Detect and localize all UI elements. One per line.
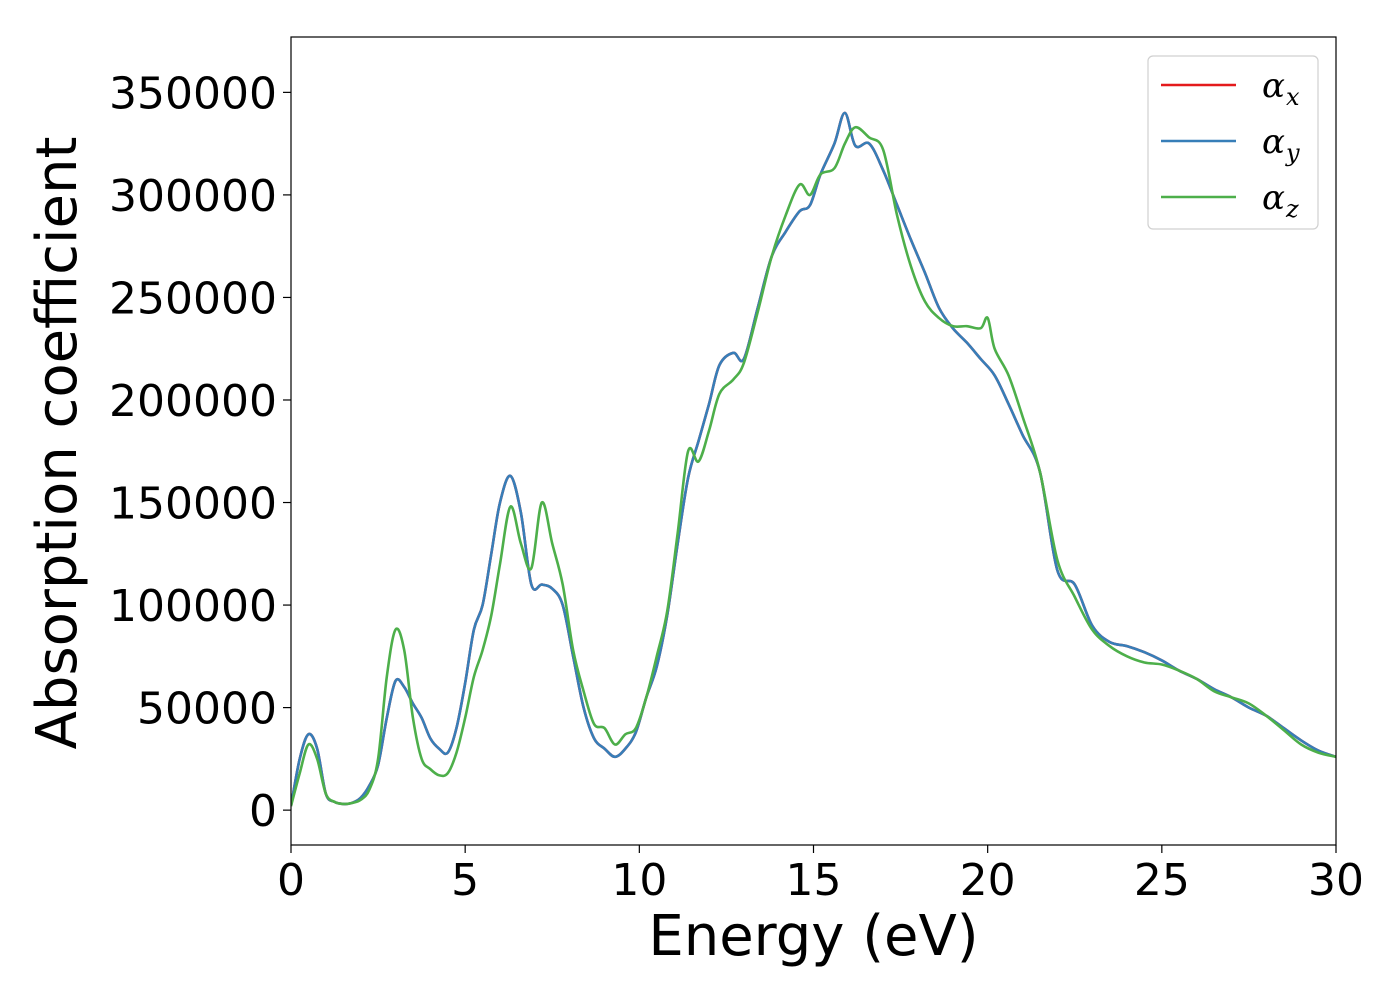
series-line-z	[291, 125, 1336, 807]
y-tick-label: 200000	[109, 376, 277, 427]
legend-label-x: αx	[1262, 66, 1300, 111]
legend-box	[1147, 55, 1319, 230]
y-tick-label: 100000	[109, 581, 277, 632]
y-tick-label: 0	[249, 786, 277, 837]
x-tick-label: 20	[960, 855, 1016, 906]
series-line-y	[291, 111, 1336, 807]
x-axis-ticks: 0 5 10 15 20 25 30	[277, 845, 1364, 906]
legend-label-y: αy	[1262, 122, 1300, 167]
x-tick-label: 0	[277, 855, 305, 906]
x-tick-label: 10	[611, 855, 667, 906]
y-tick-label: 50000	[137, 684, 277, 735]
x-tick-label: 25	[1134, 855, 1190, 906]
y-tick-label: 250000	[109, 273, 277, 324]
x-tick-label: 30	[1308, 855, 1364, 906]
y-tick-label: 150000	[109, 479, 277, 530]
x-tick-label: 5	[451, 855, 479, 906]
x-axis-title: Energy (eV)	[648, 904, 978, 969]
legend-label-z: αz	[1262, 178, 1299, 223]
y-axis-title: Absorption coefficient	[25, 137, 90, 750]
y-axis-ticks: 0 50000 100000 150000 200000 250000 300000 3500…	[109, 68, 291, 837]
x-tick-label: 15	[786, 855, 842, 906]
y-tick-label: 300000	[109, 171, 277, 222]
series-lines	[291, 111, 1336, 807]
legend: αx αy αz	[1147, 55, 1319, 230]
y-tick-label: 350000	[109, 68, 277, 119]
